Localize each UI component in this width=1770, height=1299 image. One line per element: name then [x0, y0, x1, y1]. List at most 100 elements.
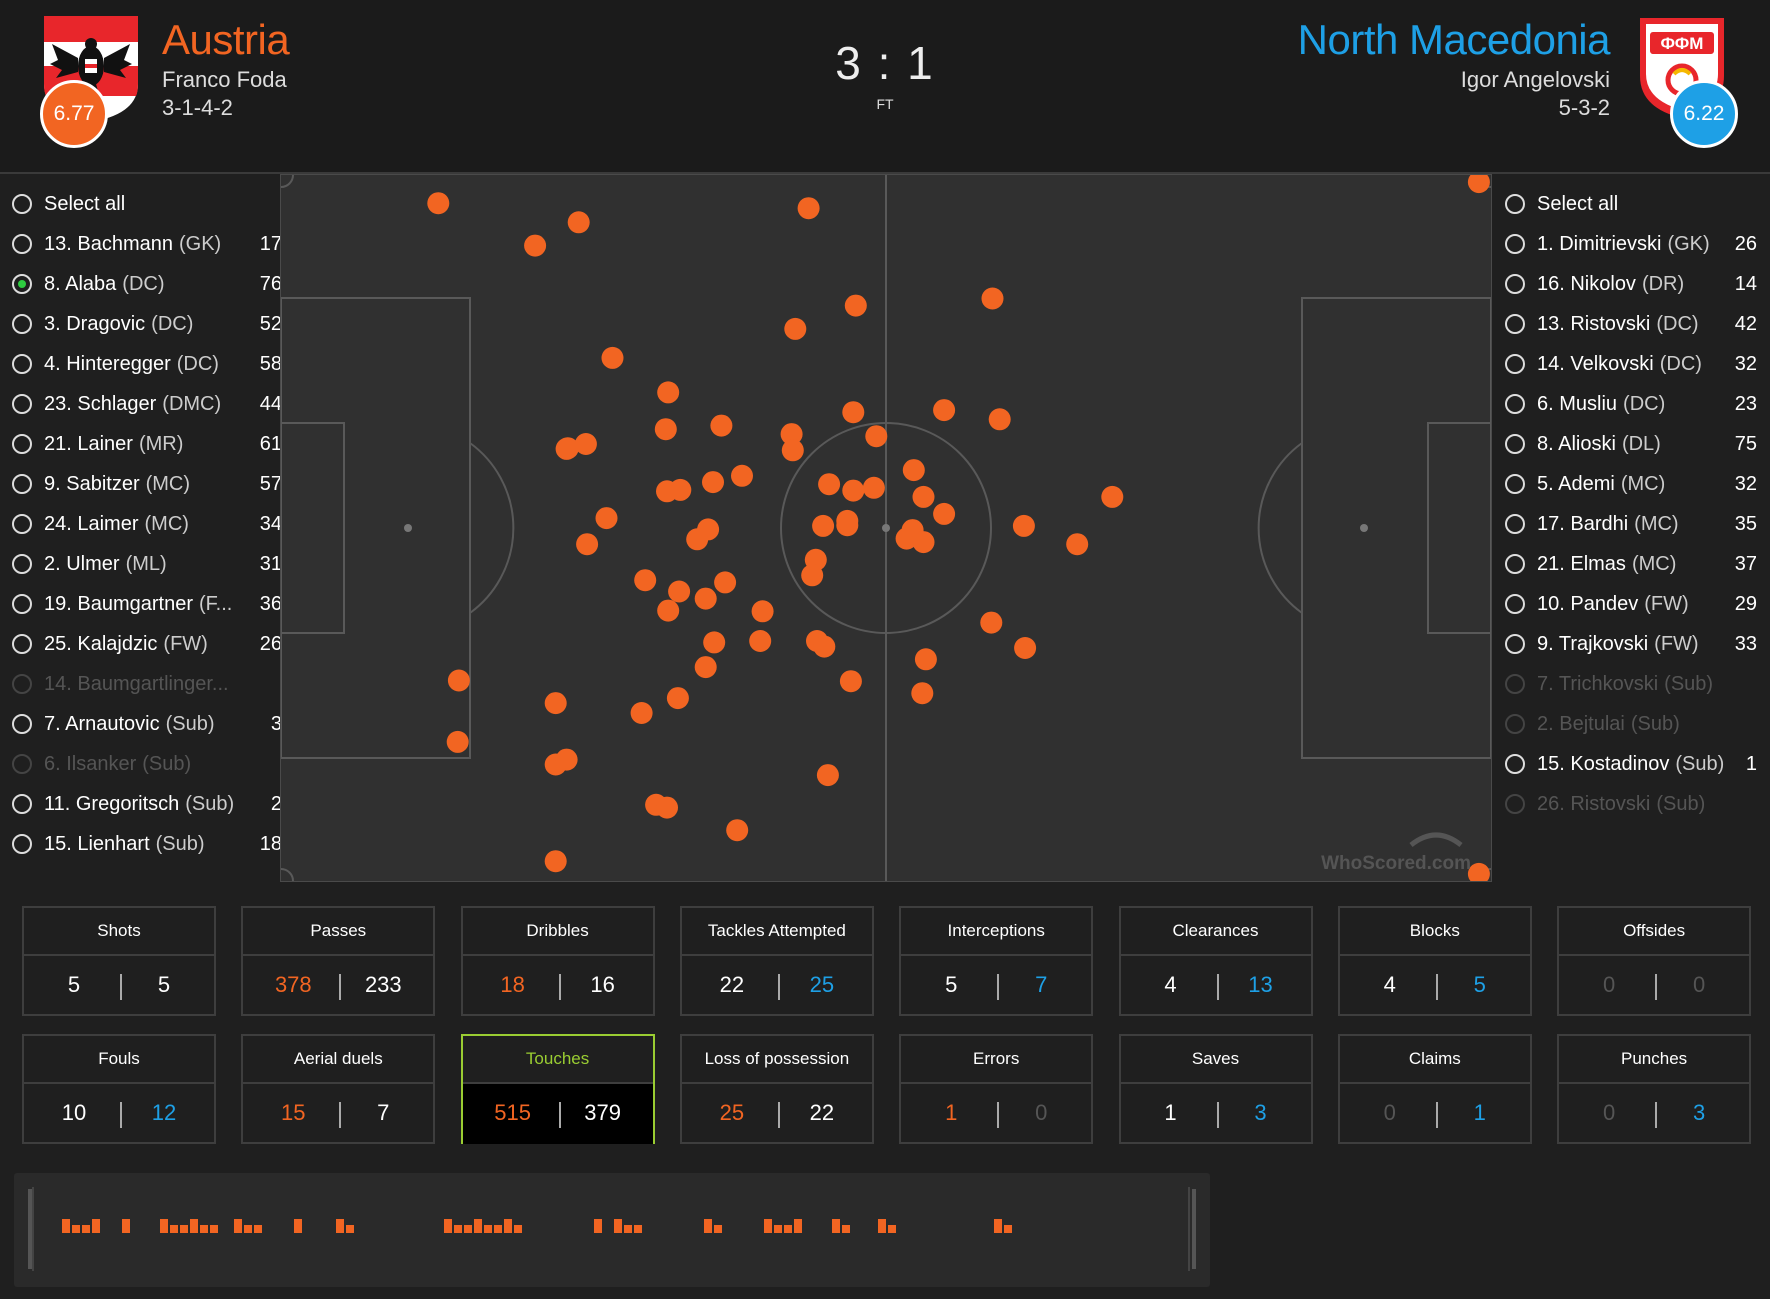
touch-marker[interactable] — [836, 509, 859, 532]
away-player-row[interactable]: 5. Ademi (MC) 32 — [1505, 464, 1757, 504]
radio-icon[interactable] — [1505, 314, 1525, 334]
home-player-row[interactable]: 13. Bachmann (GK) 17 — [12, 224, 282, 264]
away-player-row[interactable]: 10. Pandev (FW) 29 — [1505, 584, 1757, 624]
home-player-row[interactable]: 4. Hinteregger (DC) 58 — [12, 344, 282, 384]
away-player-row[interactable]: 21. Elmas (MC) 37 — [1505, 544, 1757, 584]
away-player-row[interactable]: 8. Alioski (DL) 75 — [1505, 424, 1757, 464]
touch-marker[interactable] — [839, 670, 862, 693]
stat-box-saves[interactable]: Saves 1 3 — [1118, 1034, 1313, 1144]
stat-box-passes[interactable]: Passes 378 233 — [241, 906, 436, 1016]
stat-box-clearances[interactable]: Clearances 4 13 — [1118, 906, 1313, 1016]
touch-marker[interactable] — [694, 656, 717, 679]
radio-icon[interactable] — [1505, 274, 1525, 294]
touch-marker[interactable] — [801, 564, 824, 587]
minute-timeline[interactable] — [14, 1173, 1210, 1287]
touch-marker[interactable] — [1467, 171, 1490, 194]
touch-marker[interactable] — [714, 571, 737, 594]
away-player-row[interactable]: 17. Bardhi (MC) 35 — [1505, 504, 1757, 544]
touch-marker[interactable] — [710, 414, 733, 437]
radio-icon[interactable] — [12, 554, 32, 574]
touch-marker[interactable] — [576, 533, 599, 556]
touch-marker[interactable] — [669, 478, 692, 501]
home-player-row[interactable]: 8. Alaba (DC) 76 — [12, 264, 282, 304]
home-player-row[interactable]: 21. Lainer (MR) 61 — [12, 424, 282, 464]
touch-marker[interactable] — [694, 587, 717, 610]
radio-icon[interactable] — [1505, 394, 1525, 414]
stat-box-touches[interactable]: Touches 515 379 — [460, 1034, 655, 1144]
touch-marker[interactable] — [630, 702, 653, 724]
touch-marker[interactable] — [654, 418, 677, 441]
stat-box-punches[interactable]: Punches 0 3 — [1557, 1034, 1752, 1144]
away-player-row[interactable]: 15. Kostadinov (Sub) 1 — [1505, 744, 1757, 784]
touch-marker[interactable] — [544, 850, 567, 873]
touch-marker[interactable] — [686, 528, 709, 551]
stat-box-aerial-duels[interactable]: Aerial duels 15 7 — [241, 1034, 436, 1144]
away-player-row[interactable]: 14. Velkovski (DC) 32 — [1505, 344, 1757, 384]
away-team-name[interactable]: North Macedonia — [1297, 16, 1611, 63]
away-player-row[interactable]: 9. Trajkovski (FW) 33 — [1505, 624, 1757, 664]
radio-icon[interactable] — [12, 354, 32, 374]
radio-icon[interactable] — [1505, 434, 1525, 454]
touch-marker[interactable] — [895, 527, 918, 550]
touch-marker[interactable] — [816, 764, 839, 787]
radio-icon[interactable] — [12, 394, 32, 414]
radio-icon[interactable] — [12, 314, 32, 334]
touch-marker[interactable] — [656, 796, 678, 819]
home-player-row[interactable]: 2. Ulmer (ML) 31 — [12, 544, 282, 584]
stat-box-blocks[interactable]: Blocks 4 5 — [1337, 906, 1532, 1016]
timeline-start-handle[interactable] — [28, 1189, 32, 1269]
radio-icon[interactable] — [12, 474, 32, 494]
touch-marker[interactable] — [574, 433, 597, 455]
touch-marker[interactable] — [447, 669, 470, 692]
touch-marker[interactable] — [914, 648, 937, 671]
touch-marker[interactable] — [524, 234, 547, 257]
touch-marker[interactable] — [1066, 533, 1089, 556]
home-player-row[interactable]: 15. Lienhart (Sub) 18 — [12, 824, 282, 864]
radio-icon[interactable] — [1505, 474, 1525, 494]
home-player-row[interactable]: 19. Baumgartner (F... 36 — [12, 584, 282, 624]
radio-icon[interactable] — [1505, 554, 1525, 574]
touch-marker[interactable] — [812, 514, 835, 537]
touch-marker[interactable] — [980, 611, 1003, 634]
touch-marker[interactable] — [911, 682, 934, 705]
touch-marker[interactable] — [865, 425, 888, 448]
touch-marker[interactable] — [981, 287, 1004, 310]
touch-marker[interactable] — [555, 748, 578, 771]
home-select-all[interactable]: Select all — [12, 184, 282, 224]
home-team-name[interactable]: Austria — [162, 16, 290, 63]
touch-marker[interactable] — [1467, 862, 1490, 885]
touch-marker[interactable] — [634, 569, 657, 592]
stat-box-dribbles[interactable]: Dribbles 18 16 — [460, 906, 655, 1016]
radio-icon[interactable] — [12, 234, 32, 254]
touch-marker[interactable] — [818, 473, 841, 496]
touch-marker[interactable] — [567, 211, 590, 234]
touch-marker[interactable] — [902, 459, 925, 482]
radio-icon[interactable] — [12, 434, 32, 454]
away-player-row[interactable]: 6. Musliu (DC) 23 — [1505, 384, 1757, 424]
touch-marker[interactable] — [933, 399, 956, 422]
touch-marker[interactable] — [780, 423, 803, 446]
touch-marker[interactable] — [1014, 637, 1037, 659]
radio-icon[interactable] — [12, 594, 32, 614]
touch-marker[interactable] — [703, 631, 726, 654]
away-select-all[interactable]: Select all — [1505, 184, 1757, 224]
touch-marker[interactable] — [702, 471, 724, 494]
away-player-row[interactable]: 1. Dimitrievski (GK) 26 — [1505, 224, 1757, 264]
touch-marker[interactable] — [726, 819, 749, 842]
away-player-row[interactable]: 16. Nikolov (DR) 14 — [1505, 264, 1757, 304]
touch-marker[interactable] — [668, 580, 691, 603]
stat-box-shots[interactable]: Shots 5 5 — [22, 906, 216, 1016]
stat-box-errors[interactable]: Errors 1 0 — [899, 1034, 1094, 1144]
touch-marker[interactable] — [555, 437, 578, 460]
radio-icon[interactable] — [1505, 514, 1525, 534]
touch-marker[interactable] — [666, 687, 689, 710]
touch-marker[interactable] — [797, 197, 820, 220]
stat-box-loss-of-possession[interactable]: Loss of possession 25 22 — [679, 1034, 874, 1144]
timeline-end-handle[interactable] — [1192, 1189, 1196, 1269]
touch-marker[interactable] — [749, 630, 772, 652]
touch-marker[interactable] — [731, 464, 753, 487]
radio-icon[interactable] — [12, 794, 32, 814]
radio-icon[interactable] — [1505, 754, 1525, 774]
stat-box-offsides[interactable]: Offsides 0 0 — [1557, 906, 1752, 1016]
home-player-row[interactable]: 9. Sabitzer (MC) 57 — [12, 464, 282, 504]
